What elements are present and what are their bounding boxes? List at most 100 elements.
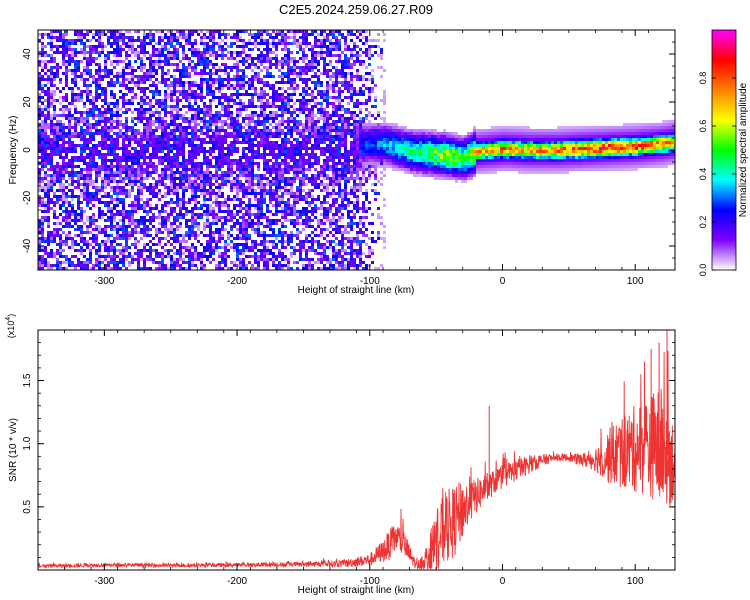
heatmap-cell (95, 105, 98, 108)
heatmap-cell (56, 243, 59, 246)
heatmap-cell (95, 81, 98, 84)
heatmap-cell (245, 105, 248, 108)
heatmap-cell (137, 132, 140, 135)
heatmap-cell (92, 102, 95, 105)
heatmap-cell (233, 243, 236, 246)
heatmap-cell (236, 36, 239, 39)
heatmap-cell (47, 117, 50, 120)
heatmap-cell (104, 225, 107, 228)
heatmap-cell (239, 210, 242, 213)
heatmap-cell (203, 177, 206, 180)
heatmap-cell (47, 60, 50, 63)
heatmap-cell (158, 42, 161, 45)
heatmap-cell (152, 171, 155, 174)
heatmap-cell (173, 240, 176, 243)
heatmap-cell (170, 222, 173, 225)
heatmap-cell (275, 135, 278, 138)
heatmap-cell (245, 108, 248, 111)
heatmap-cell (128, 138, 131, 141)
heatmap-cell (86, 189, 89, 192)
heatmap-cell (209, 54, 212, 57)
heatmap-cell (83, 90, 86, 93)
heatmap-cell (89, 192, 92, 195)
heatmap-cell (68, 45, 71, 48)
heatmap-cell (242, 171, 245, 174)
heatmap-cell (284, 231, 287, 234)
heatmap-cell (302, 132, 305, 135)
heatmap-cell (59, 174, 62, 177)
heatmap-cell (197, 135, 200, 138)
heatmap-cell (272, 150, 275, 153)
heatmap-cell (284, 132, 287, 135)
heatmap-cell (281, 174, 284, 177)
heatmap-cell (302, 174, 305, 177)
heatmap-cell (80, 33, 83, 36)
heatmap-cell (41, 108, 44, 111)
heatmap-cell (149, 60, 152, 63)
heatmap-cell (164, 114, 167, 117)
heatmap-cell (221, 63, 224, 66)
heatmap-cell (224, 219, 227, 222)
heatmap-cell (227, 210, 230, 213)
heatmap-cell (62, 171, 65, 174)
heatmap-cell (239, 135, 242, 138)
heatmap-cell (263, 60, 266, 63)
heatmap-cell (152, 168, 155, 171)
heatmap-cell (110, 126, 113, 129)
heatmap-cell (239, 249, 242, 252)
heatmap-cell (206, 30, 209, 33)
heatmap-cell (149, 78, 152, 81)
heatmap-cell (275, 204, 278, 207)
heatmap-cell (83, 66, 86, 69)
heatmap-cell (257, 147, 260, 150)
heatmap-cell (293, 147, 296, 150)
heatmap-cell (299, 123, 302, 126)
heatmap-cell (233, 132, 236, 135)
heatmap-cell (179, 138, 182, 141)
heatmap-cell (221, 252, 224, 255)
heatmap-cell (272, 198, 275, 201)
heatmap-cell (203, 36, 206, 39)
heatmap-cell (251, 144, 254, 147)
heatmap-cell (242, 108, 245, 111)
heatmap-cell (155, 150, 158, 153)
heatmap-cell (125, 144, 128, 147)
heatmap-cell (203, 153, 206, 156)
heatmap-cell (242, 231, 245, 234)
heatmap-cell (74, 267, 77, 270)
heatmap-cell (296, 75, 299, 78)
heatmap-cell (134, 138, 137, 141)
heatmap-cell (161, 264, 164, 267)
heatmap-cell (80, 129, 83, 132)
heatmap-cell (272, 132, 275, 135)
heatmap-cell (80, 240, 83, 243)
heatmap-cell (215, 147, 218, 150)
heatmap-cell (275, 114, 278, 117)
heatmap-cell (92, 105, 95, 108)
heatmap-cell (86, 192, 89, 195)
heatmap-cell (113, 249, 116, 252)
heatmap-cell (164, 93, 167, 96)
heatmap-cell (77, 216, 80, 219)
heatmap-cell (65, 39, 68, 42)
heatmap-cell (140, 39, 143, 42)
heatmap-cell (155, 108, 158, 111)
heatmap-cell (38, 60, 41, 63)
heatmap-cell (146, 189, 149, 192)
heatmap-cell (104, 255, 107, 258)
heatmap-cell (206, 123, 209, 126)
heatmap-cell (287, 117, 290, 120)
heatmap-cell (257, 42, 260, 45)
heatmap-cell (173, 246, 176, 249)
heatmap-cell (107, 36, 110, 39)
heatmap-cell (119, 186, 122, 189)
heatmap-cell (80, 234, 83, 237)
heatmap-cell (167, 42, 170, 45)
heatmap-cell (182, 198, 185, 201)
heatmap-cell (197, 105, 200, 108)
heatmap-cell (200, 180, 203, 183)
heatmap-cell (203, 63, 206, 66)
heatmap-cell (275, 264, 278, 267)
heatmap-cell (44, 246, 47, 249)
heatmap-cell (62, 99, 65, 102)
